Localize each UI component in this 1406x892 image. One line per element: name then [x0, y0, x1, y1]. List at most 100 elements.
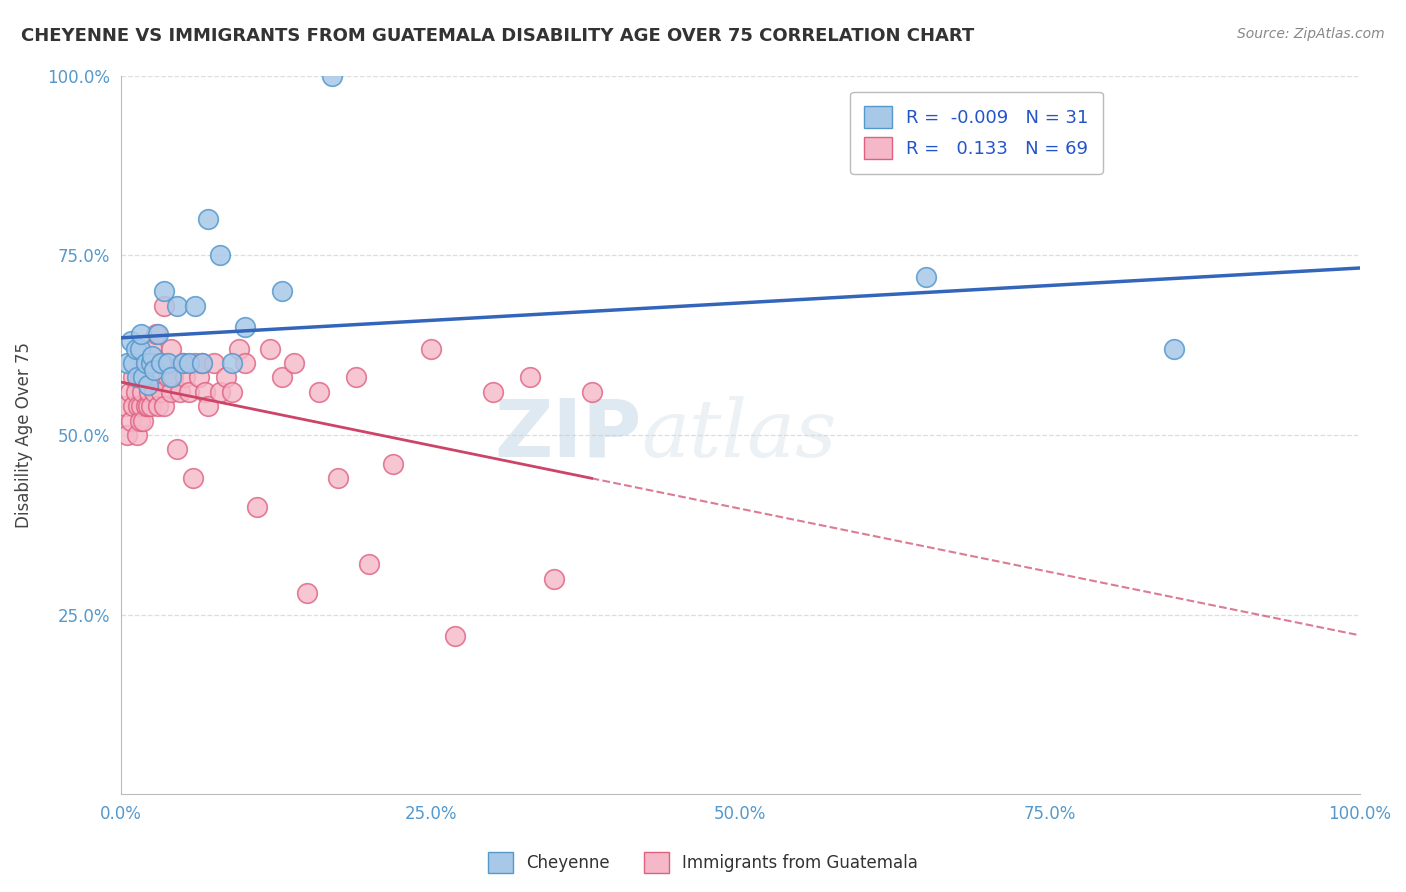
Point	[127, 370, 149, 384]
Point	[141, 370, 163, 384]
Point	[172, 356, 194, 370]
Point	[259, 342, 281, 356]
Point	[190, 356, 212, 370]
Point	[159, 370, 181, 384]
Point	[132, 356, 155, 370]
Point	[141, 349, 163, 363]
Point	[146, 327, 169, 342]
Point	[143, 363, 166, 377]
Point	[145, 327, 167, 342]
Point	[159, 384, 181, 399]
Point	[174, 370, 197, 384]
Point	[162, 370, 184, 384]
Point	[581, 384, 603, 399]
Point	[209, 384, 232, 399]
Point	[145, 356, 167, 370]
Point	[129, 327, 152, 342]
Point	[166, 442, 188, 457]
Point	[221, 384, 243, 399]
Point	[135, 356, 157, 370]
Point	[132, 413, 155, 427]
Point	[197, 399, 219, 413]
Point	[283, 356, 305, 370]
Point	[141, 342, 163, 356]
Point	[128, 342, 150, 356]
Legend: R =  -0.009   N = 31, R =   0.133   N = 69: R = -0.009 N = 31, R = 0.133 N = 69	[851, 92, 1102, 174]
Point	[118, 384, 141, 399]
Point	[135, 370, 157, 384]
Point	[519, 370, 541, 384]
Point	[153, 284, 176, 298]
Text: Source: ZipAtlas.com: Source: ZipAtlas.com	[1237, 27, 1385, 41]
Point	[246, 500, 269, 514]
Point	[115, 428, 138, 442]
Point	[150, 356, 173, 370]
Point	[135, 399, 157, 413]
Point	[149, 356, 172, 370]
Legend: Cheyenne, Immigrants from Guatemala: Cheyenne, Immigrants from Guatemala	[482, 846, 924, 880]
Point	[190, 356, 212, 370]
Point	[136, 399, 159, 413]
Text: atlas: atlas	[641, 396, 837, 474]
Point	[321, 69, 343, 83]
Point	[138, 384, 160, 399]
Y-axis label: Disability Age Over 75: Disability Age Over 75	[15, 342, 32, 528]
Point	[228, 342, 250, 356]
Point	[166, 299, 188, 313]
Point	[233, 320, 256, 334]
Point	[179, 356, 201, 370]
Point	[419, 342, 441, 356]
Point	[115, 356, 138, 370]
Point	[139, 399, 162, 413]
Point	[295, 586, 318, 600]
Point	[169, 384, 191, 399]
Point	[915, 269, 938, 284]
Point	[1163, 342, 1185, 356]
Point	[159, 342, 181, 356]
Point	[326, 471, 349, 485]
Point	[444, 629, 467, 643]
Point	[357, 558, 380, 572]
Point	[157, 356, 180, 370]
Text: CHEYENNE VS IMMIGRANTS FROM GUATEMALA DISABILITY AGE OVER 75 CORRELATION CHART: CHEYENNE VS IMMIGRANTS FROM GUATEMALA DI…	[21, 27, 974, 45]
Point	[122, 370, 145, 384]
Point	[114, 399, 136, 413]
Point	[127, 399, 149, 413]
Point	[136, 356, 159, 370]
Point	[271, 284, 294, 298]
Point	[153, 299, 176, 313]
Point	[143, 384, 166, 399]
Point	[209, 248, 232, 262]
Point	[149, 384, 172, 399]
Point	[128, 370, 150, 384]
Point	[344, 370, 367, 384]
Point	[157, 370, 180, 384]
Point	[122, 399, 145, 413]
Point	[146, 399, 169, 413]
Point	[129, 399, 152, 413]
Point	[136, 377, 159, 392]
Point	[188, 370, 211, 384]
Point	[233, 356, 256, 370]
Point	[202, 356, 225, 370]
Point	[122, 356, 145, 370]
Point	[184, 299, 207, 313]
Point	[125, 342, 148, 356]
Point	[481, 384, 503, 399]
Text: ZIP: ZIP	[494, 396, 641, 474]
Point	[120, 413, 142, 427]
Point	[543, 572, 565, 586]
Point	[153, 399, 176, 413]
Point	[194, 384, 217, 399]
Point	[125, 384, 148, 399]
Point	[382, 457, 405, 471]
Point	[131, 384, 153, 399]
Point	[215, 370, 238, 384]
Point	[127, 428, 149, 442]
Point	[139, 356, 162, 370]
Point	[221, 356, 243, 370]
Point	[271, 370, 294, 384]
Point	[308, 384, 330, 399]
Point	[184, 356, 207, 370]
Point	[132, 370, 155, 384]
